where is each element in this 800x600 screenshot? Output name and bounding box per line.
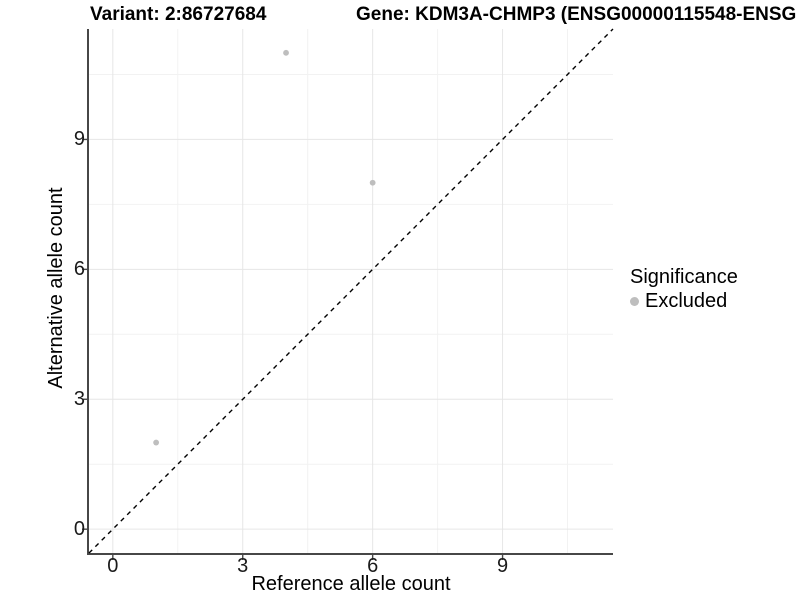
data-point [369, 179, 376, 186]
data-point [283, 49, 289, 56]
identity-line [88, 28, 614, 554]
x-tick-label: 3 [237, 555, 249, 577]
excluded-point-icon [630, 296, 639, 306]
data-point [153, 439, 160, 446]
x-axis-title: Reference allele count [251, 573, 451, 595]
y-tick-label: 3 [73, 388, 85, 411]
legend-item-label: Excluded [645, 290, 728, 312]
variant-title: Variant: 2:86727684 [90, 4, 267, 25]
y-tick-label: 6 [73, 258, 85, 281]
legend-item-excluded: Excluded [630, 290, 738, 312]
legend-title: Significance [630, 266, 738, 288]
x-tick-label: 0 [107, 555, 119, 577]
y-tick-label: 0 [73, 518, 85, 541]
legend: Significance Excluded [630, 265, 738, 312]
x-tick-label: 9 [497, 555, 509, 577]
x-tick-label: 6 [367, 555, 379, 577]
y-tick-label: 9 [73, 128, 85, 151]
y-axis-title: Alternative allele count [45, 187, 67, 389]
gene-title: Gene: KDM3A-CHMP3 (ENSG00000115548-ENSG [356, 4, 797, 25]
